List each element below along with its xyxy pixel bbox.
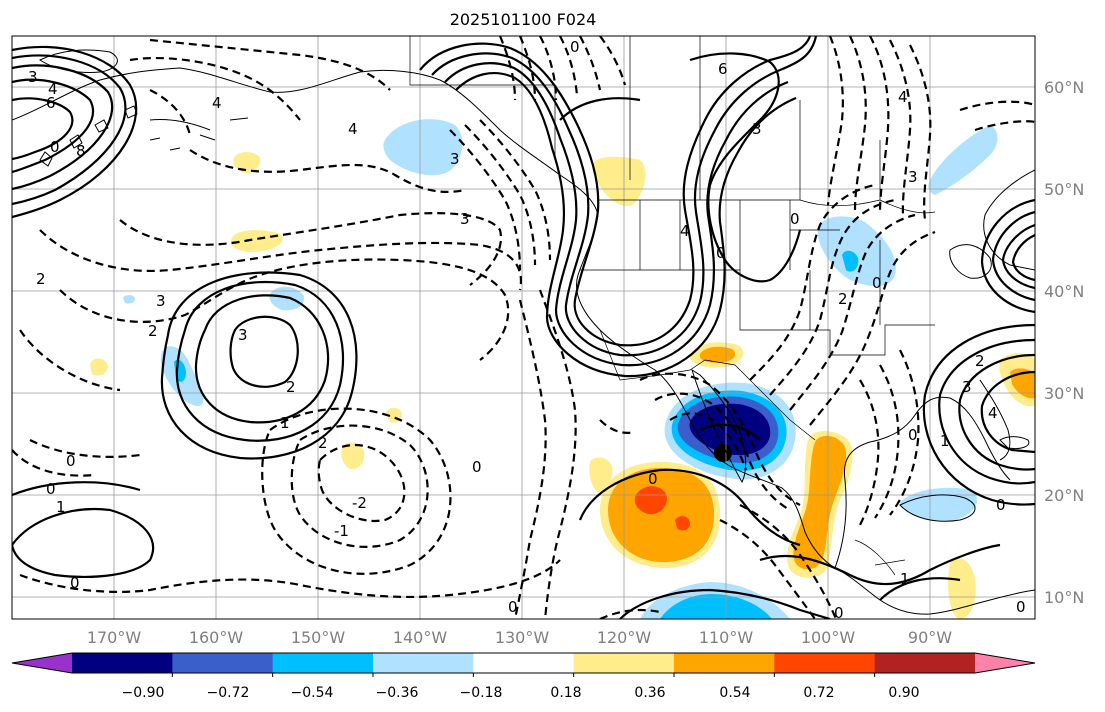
- contour-label: 1: [900, 570, 910, 588]
- contour-label: 0: [70, 574, 80, 592]
- contour-label: 4: [48, 80, 58, 98]
- contour-label: 2: [286, 378, 296, 396]
- contour-label: -2: [352, 494, 367, 512]
- contour-label: 0: [1016, 598, 1026, 616]
- lat-label: 60°N: [1044, 78, 1084, 97]
- contour-label: 3: [962, 378, 972, 396]
- colorbar-extend-high: [975, 653, 1035, 673]
- lon-label: 100°W: [801, 628, 856, 647]
- colorbar-tick-label: −0.18: [460, 685, 503, 701]
- contour-label: 3: [450, 150, 460, 168]
- lon-label: 120°W: [597, 628, 652, 647]
- contour-label: 0: [46, 480, 56, 498]
- contour-label: 3: [460, 210, 470, 228]
- contour-label: 1: [56, 498, 66, 516]
- colorbar-tick-label: −0.90: [122, 685, 165, 701]
- colorbar-extend-low: [12, 653, 72, 673]
- contour-label: 4: [898, 88, 908, 106]
- contour-label: 2: [36, 270, 46, 288]
- contour-label: 1: [940, 432, 950, 450]
- lat-label: 20°N: [1044, 486, 1084, 505]
- contour-label: 4: [988, 404, 998, 422]
- colorbar-segment: [573, 653, 675, 673]
- contour-label: 3: [28, 68, 38, 86]
- map-area: 0 6 3 4 3 4 6 0 8 4 3 3 2 3 2 1 3 2 0 0 …: [12, 36, 1035, 622]
- longitude-labels: 170°W 160°W 150°W 140°W 130°W 120°W 110°…: [87, 628, 952, 647]
- map-title: 2025101100 F024: [450, 10, 597, 29]
- lon-label: 150°W: [291, 628, 346, 647]
- contour-label: 3: [156, 292, 166, 310]
- contour-label: 3: [908, 168, 918, 186]
- colorbar-outline: [11, 652, 1036, 674]
- colorbar-segment: [373, 653, 474, 673]
- contour-label: 0: [872, 274, 882, 292]
- contours-solid: [12, 36, 1035, 619]
- contour-label: 2: [838, 290, 848, 308]
- colorbar-segment: [874, 653, 976, 673]
- latitude-labels: 60°N 50°N 40°N 30°N 20°N 10°N: [1044, 78, 1084, 607]
- contour-label: 3: [238, 326, 248, 344]
- contour-label: 0: [50, 138, 60, 156]
- contour-label: 1: [280, 414, 290, 432]
- contour-label: 4: [348, 120, 358, 138]
- colorbar-segment: [774, 653, 876, 673]
- colorbar-tick-label: −0.36: [376, 685, 419, 701]
- colorbar-segment: [172, 653, 274, 673]
- colorbar-segment: [473, 653, 575, 673]
- graticule: [12, 36, 1035, 619]
- colorbar-segment: [674, 653, 775, 673]
- colorbar-segment: [72, 653, 173, 673]
- contour-label: 6: [46, 94, 56, 112]
- lon-label: 130°W: [495, 628, 550, 647]
- contour-label: 0: [790, 210, 800, 228]
- contour-label: 0: [508, 598, 518, 616]
- lat-label: 50°N: [1044, 180, 1084, 199]
- contour-label: 0: [648, 470, 658, 488]
- colorbar: [11, 652, 1036, 677]
- lat-label: 10°N: [1044, 588, 1084, 607]
- contour-label: 3: [752, 120, 762, 138]
- lat-label: 40°N: [1044, 282, 1084, 301]
- contour-label: 0: [716, 244, 726, 262]
- contour-label: 0: [66, 452, 76, 470]
- contour-label: 2: [975, 352, 985, 370]
- lon-label: 90°W: [908, 628, 952, 647]
- contour-labels: 0 6 3 4 3 4 6 0 8 4 3 3 2 3 2 1 3 2 0 0 …: [28, 38, 1026, 622]
- contour-label: 2: [148, 322, 158, 340]
- colorbar-tick-labels: −0.90 −0.72 −0.54 −0.36 −0.18 0.18 0.36 …: [122, 685, 920, 701]
- contour-label: 8: [76, 142, 86, 160]
- contour-label: -1: [334, 522, 349, 540]
- contour-label: 0: [570, 38, 580, 56]
- colorbar-tick-label: 0.90: [888, 685, 919, 701]
- lon-label: 170°W: [87, 628, 142, 647]
- lon-label: 160°W: [189, 628, 244, 647]
- lat-label: 30°N: [1044, 384, 1084, 403]
- colorbar-tick-label: 0.18: [550, 685, 581, 701]
- contour-label: 0: [472, 458, 482, 476]
- contours-dashed: [12, 36, 1035, 619]
- colorbar-tick-label: 0.36: [634, 685, 665, 701]
- political-borders: [409, 36, 936, 576]
- lon-label: 140°W: [393, 628, 448, 647]
- high-center-contour-3: [229, 315, 299, 388]
- lon-label: 110°W: [699, 628, 754, 647]
- contour-label: 6: [718, 60, 728, 78]
- colorbar-tick-label: −0.72: [207, 685, 250, 701]
- shaded-anomalies: [90, 119, 1035, 619]
- contour-label: 0: [834, 604, 844, 622]
- colorbar-tick-label: −0.54: [291, 685, 334, 701]
- map-frame: [11, 35, 1036, 620]
- contour-label: 4: [212, 94, 222, 112]
- contour-label: 2: [318, 434, 328, 452]
- colorbar-segment: [272, 653, 374, 673]
- colorbar-tick-label: 0.72: [803, 685, 834, 701]
- contour-label: 0: [908, 426, 918, 444]
- contour-label: 4: [680, 222, 690, 240]
- colorbar-tick-label: 0.54: [719, 685, 750, 701]
- contour-label: 0: [996, 496, 1006, 514]
